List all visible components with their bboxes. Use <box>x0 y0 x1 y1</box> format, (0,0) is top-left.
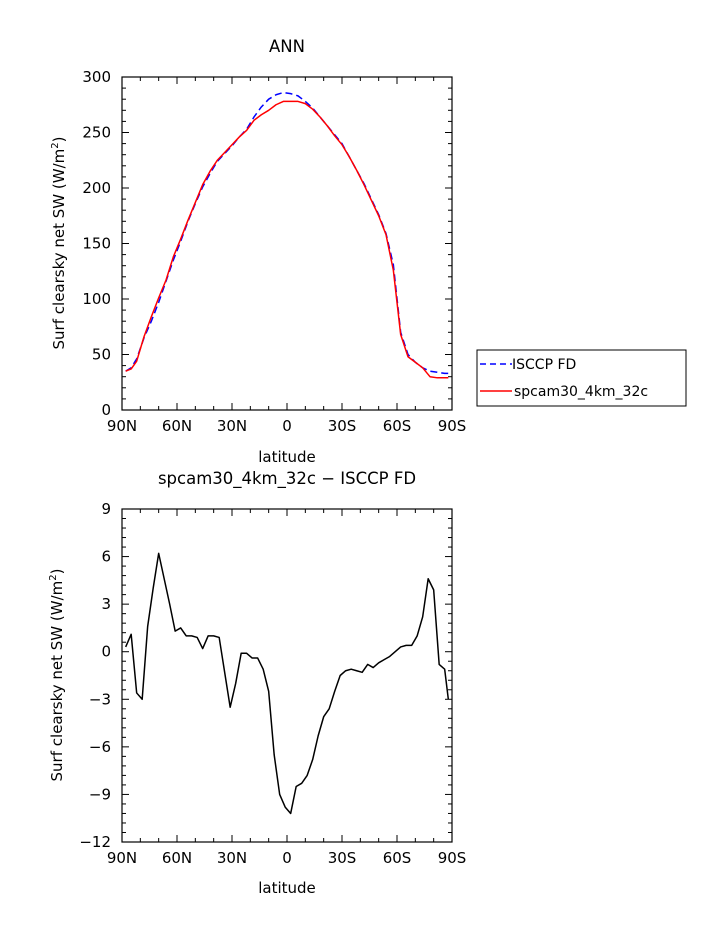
legend-box <box>476 349 687 407</box>
top-y-tick-label: 100 <box>82 290 111 308</box>
top-chart-title: ANN <box>269 37 305 56</box>
legend-label-spcam: spcam30_4km_32c <box>514 384 648 400</box>
top-x-tick-label: 0 <box>282 417 292 435</box>
top-series <box>125 91 449 379</box>
top-x-tick-label: 30N <box>217 417 247 435</box>
top-y-tick-label: 150 <box>82 235 111 253</box>
bottom-x-tick-label: 90S <box>438 849 467 867</box>
bottom-y-tick-label: −6 <box>89 738 111 756</box>
bottom-x-tick-label: 30N <box>217 849 247 867</box>
bottom-tick-labels: 90N 60N 30N 0 30S 60S 90S −12 −9 −6 −3 0 3 6 9 <box>79 500 466 867</box>
bottom-y-axis-label-main: Surf clearsky net SW (W/m <box>48 581 66 782</box>
bottom-panel: spcam30_4km_32c − ISCCP FD 90N 60N 30N 0 30S… <box>48 469 466 897</box>
bottom-y-axis-label-end: ) <box>48 569 66 575</box>
bottom-axis-ticks <box>121 508 453 843</box>
bottom-y-tick-label: 0 <box>101 643 111 661</box>
bottom-y-tick-label: 3 <box>101 595 111 613</box>
legend: ISCCP FD spcam30_4km_32c <box>476 349 687 407</box>
top-panel: ANN 90N 60N 30N 0 30S 60S 90S 0 50 100 150 200 250 30… <box>50 37 687 466</box>
bottom-y-axis-label: Surf clearsky net SW (W/m2) <box>48 569 66 782</box>
legend-label-isccp-fd: ISCCP FD <box>512 357 576 373</box>
bottom-x-tick-label: 0 <box>282 849 292 867</box>
bottom-chart-title: spcam30_4km_32c − ISCCP FD <box>158 469 416 489</box>
bottom-series <box>124 552 450 815</box>
top-y-tick-label: 250 <box>82 124 111 142</box>
top-y-axis-label: Surf clearsky net SW (W/m2) <box>50 137 68 350</box>
bottom-y-tick-label: −9 <box>89 785 111 803</box>
top-plot-frame <box>121 76 453 411</box>
top-x-tick-label: 90N <box>107 417 137 435</box>
bottom-y-tick-label: 6 <box>101 548 111 566</box>
top-y-axis-label-main: Surf clearsky net SW (W/m <box>50 149 68 350</box>
bottom-y-tick-label: −3 <box>89 690 111 708</box>
bottom-plot-frame <box>121 508 453 843</box>
top-series-line-1 <box>125 100 449 379</box>
top-tick-labels: 90N 60N 30N 0 30S 60S 90S 0 50 100 150 200 250 300 <box>82 68 466 435</box>
top-y-tick-label: 0 <box>101 401 111 419</box>
top-x-tick-label: 60S <box>383 417 412 435</box>
bottom-y-tick-label: −12 <box>79 833 111 851</box>
bottom-x-axis-label: latitude <box>258 879 316 897</box>
top-x-axis-label: latitude <box>258 448 316 466</box>
bottom-x-tick-label: 90N <box>107 849 137 867</box>
top-y-tick-label: 50 <box>92 346 111 364</box>
top-x-tick-label: 30S <box>328 417 357 435</box>
bottom-x-tick-label: 60S <box>383 849 412 867</box>
top-x-tick-label: 60N <box>162 417 192 435</box>
top-y-axis-label-superscript: 2 <box>50 142 61 148</box>
top-axis-ticks <box>121 76 453 411</box>
bottom-x-tick-label: 30S <box>328 849 357 867</box>
bottom-y-tick-label: 9 <box>101 500 111 518</box>
bottom-x-tick-label: 60N <box>162 849 192 867</box>
bottom-series-line-0 <box>124 552 450 815</box>
top-x-tick-label: 90S <box>438 417 467 435</box>
top-y-tick-label: 200 <box>82 179 111 197</box>
top-y-tick-label: 300 <box>82 68 111 86</box>
bottom-y-axis-label-superscript: 2 <box>48 574 59 580</box>
top-y-axis-label-end: ) <box>50 137 68 143</box>
